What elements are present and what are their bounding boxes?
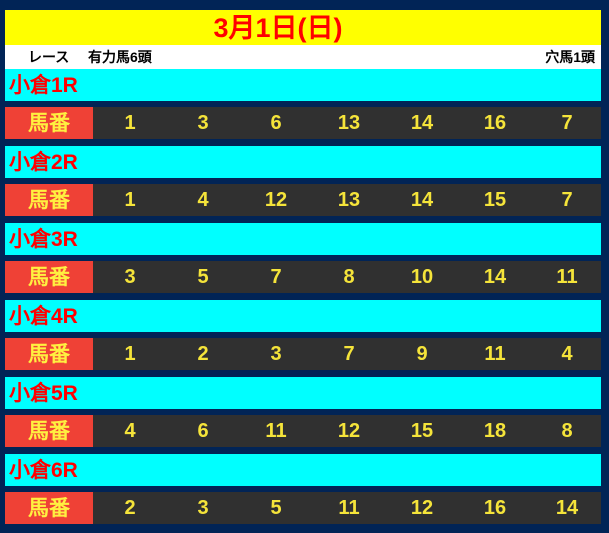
horse-number-label: 馬番 xyxy=(5,492,93,524)
dark-horse-number: 14 xyxy=(555,497,579,519)
date-title: 3月1日(日) xyxy=(5,10,601,45)
horse-number: 3 xyxy=(270,343,282,365)
dark-horse-number: 8 xyxy=(561,420,573,442)
horse-number: 14 xyxy=(410,112,434,134)
horse-numbers: 1 2 3 7 9 11 4 xyxy=(93,338,601,370)
race-name: 小倉2R xyxy=(5,146,601,178)
horse-number: 3 xyxy=(197,112,209,134)
race-name: 小倉6R xyxy=(5,454,601,486)
horse-number: 10 xyxy=(410,266,434,288)
horse-number: 15 xyxy=(410,420,434,442)
horse-number: 9 xyxy=(416,343,428,365)
horse-number: 3 xyxy=(124,266,136,288)
horse-number: 7 xyxy=(343,343,355,365)
race-name: 小倉1R xyxy=(5,69,601,101)
horse-number: 4 xyxy=(197,189,209,211)
horse-number: 14 xyxy=(410,189,434,211)
dark-horse-number: 7 xyxy=(561,112,573,134)
horse-number: 12 xyxy=(337,420,361,442)
horse-number: 6 xyxy=(197,420,209,442)
col-dark-label: 穴馬1頭 xyxy=(545,49,595,65)
race-table: 3月1日(日) レース 有力馬6頭 穴馬1頭 小倉1R 馬番 1 3 6 13 14 16 7 小… xyxy=(5,10,601,531)
dark-horse-number: 7 xyxy=(561,189,573,211)
horse-number-label: 馬番 xyxy=(5,184,93,216)
horse-number: 5 xyxy=(270,497,282,519)
horse-numbers: 1 4 12 13 14 15 7 xyxy=(93,184,601,216)
horse-number: 16 xyxy=(483,112,507,134)
horse-number: 12 xyxy=(264,189,288,211)
race-numbers-row: 馬番 1 3 6 13 14 16 7 xyxy=(5,107,601,139)
dark-horse-number: 4 xyxy=(561,343,573,365)
race-numbers-row: 馬番 1 4 12 13 14 15 7 xyxy=(5,184,601,216)
horse-number: 18 xyxy=(483,420,507,442)
horse-number: 6 xyxy=(270,112,282,134)
horse-number: 16 xyxy=(483,497,507,519)
horse-number: 13 xyxy=(337,189,361,211)
race-numbers-row: 馬番 4 6 11 12 15 18 8 xyxy=(5,415,601,447)
race-numbers-row: 馬番 3 5 7 8 10 14 11 xyxy=(5,261,601,293)
column-header-row: レース 有力馬6頭 穴馬1頭 xyxy=(5,45,601,69)
horse-number-label: 馬番 xyxy=(5,107,93,139)
horse-numbers: 4 6 11 12 15 18 8 xyxy=(93,415,601,447)
horse-number: 1 xyxy=(124,343,136,365)
horse-number: 14 xyxy=(483,266,507,288)
horse-number: 13 xyxy=(337,112,361,134)
horse-number-label: 馬番 xyxy=(5,415,93,447)
horse-number: 7 xyxy=(270,266,282,288)
col-race-label: レース xyxy=(28,49,70,65)
race-name: 小倉5R xyxy=(5,377,601,409)
race-numbers-row: 馬番 1 2 3 7 9 11 4 xyxy=(5,338,601,370)
race-name: 小倉3R xyxy=(5,223,601,255)
horse-numbers: 2 3 5 11 12 16 14 xyxy=(93,492,601,524)
horse-number: 3 xyxy=(197,497,209,519)
horse-number: 11 xyxy=(484,343,506,365)
horse-number-label: 馬番 xyxy=(5,261,93,293)
horse-number: 5 xyxy=(197,266,209,288)
horse-number: 8 xyxy=(343,266,355,288)
race-name: 小倉4R xyxy=(5,300,601,332)
horse-number: 12 xyxy=(410,497,434,519)
race-numbers-row: 馬番 2 3 5 11 12 16 14 xyxy=(5,492,601,524)
horse-numbers: 3 5 7 8 10 14 11 xyxy=(93,261,601,293)
horse-number: 11 xyxy=(338,497,360,519)
horse-number: 1 xyxy=(124,112,136,134)
horse-number: 15 xyxy=(483,189,507,211)
col-main-label: 有力馬6頭 xyxy=(88,49,152,65)
horse-number: 11 xyxy=(265,420,287,442)
horse-numbers: 1 3 6 13 14 16 7 xyxy=(93,107,601,139)
horse-number: 1 xyxy=(124,189,136,211)
horse-number: 4 xyxy=(124,420,136,442)
dark-horse-number: 11 xyxy=(556,266,578,288)
horse-number: 2 xyxy=(124,497,136,519)
horse-number-label: 馬番 xyxy=(5,338,93,370)
horse-number: 2 xyxy=(197,343,209,365)
